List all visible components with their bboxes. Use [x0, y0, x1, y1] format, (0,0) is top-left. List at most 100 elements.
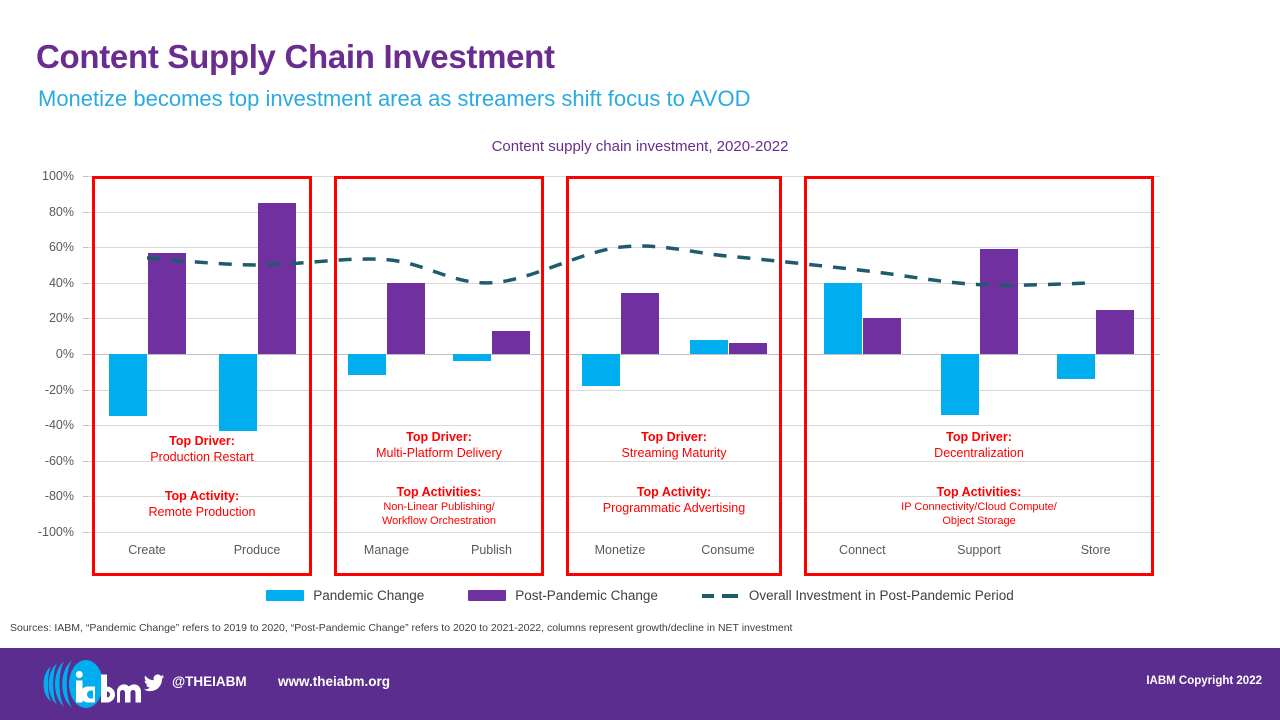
legend-label: Overall Investment in Post-Pandemic Peri… — [748, 588, 1014, 603]
trend-line — [146, 244, 1096, 287]
bar-publish-post-pandemic — [492, 330, 530, 354]
y-axis-tick-label: 80% — [48, 204, 74, 219]
bar-support-post-pandemic — [979, 248, 1018, 354]
legend-item-3[interactable]: Overall Investment in Post-Pandemic Peri… — [701, 588, 1014, 603]
gridline — [88, 389, 1160, 391]
bar-consume-post-pandemic — [728, 343, 767, 354]
gridline — [88, 282, 1160, 284]
gridline — [88, 532, 1160, 533]
y-axis-tick-label: 60% — [48, 240, 74, 255]
callout-spacer — [334, 463, 544, 485]
y-axis-tick — [83, 282, 88, 284]
y-axis-tick — [83, 532, 88, 533]
y-axis-tick — [83, 176, 88, 177]
top-driver-block: Top Driver: Decentralization — [804, 430, 1154, 461]
y-axis-tick — [83, 247, 88, 249]
y-axis-labels: 100% 80% 60% 40% 20% 0% -20% -40% -60% -80% -100% — [0, 168, 80, 540]
top-activity-block: Top Activity: Programmatic Advertising — [566, 485, 782, 516]
bar-store-post-pandemic — [1096, 309, 1135, 354]
top-driver-value: Production Restart — [150, 449, 254, 464]
top-driver-block: Top Driver: Streaming Maturity — [566, 430, 782, 461]
bar-consume-pandemic — [689, 339, 728, 354]
top-driver-block: Top Driver: Multi-Platform Delivery — [334, 430, 544, 461]
bars-layer — [88, 176, 1160, 532]
top-activity-value: Programmatic Advertising — [602, 500, 746, 515]
top-activity-value: Workflow Orchestration — [381, 514, 497, 527]
y-axis-tick — [83, 318, 88, 320]
bar-monetize-post-pandemic — [620, 293, 659, 354]
top-activity-value: Remote Production — [148, 504, 256, 519]
callout-boxes-layer: Top Driver: Production Restart Top Activit… — [88, 176, 1160, 580]
top-driver-value: Streaming Maturity — [621, 445, 727, 460]
legend-item-1[interactable]: Pandemic Change — [266, 588, 424, 603]
website-url[interactable]: www.theiabm.org — [278, 674, 391, 689]
category-label-publish: Publish — [471, 543, 512, 557]
callout-text-3: Top Driver: Streaming Maturity Top Activit… — [566, 430, 782, 519]
twitter-icon[interactable] — [142, 672, 166, 694]
legend-item-2[interactable]: Post-Pandemic Change — [468, 588, 658, 603]
chart-title: Content supply chain investment, 2020-20… — [491, 138, 789, 155]
legend-swatch — [468, 590, 507, 601]
twitter-handle[interactable]: @THEIABM — [172, 674, 247, 689]
bar-create-post-pandemic — [147, 252, 186, 354]
callout-text-2: Top Driver: Multi-Platform Delivery Top Ac… — [334, 430, 544, 530]
y-axis-tick-label: 20% — [48, 311, 74, 326]
category-label-create: Create — [128, 543, 166, 557]
category-label-consume: Consume — [701, 543, 755, 557]
gridline — [88, 460, 1160, 462]
category-label-store: Store — [1080, 543, 1111, 557]
page-subtitle: Monetize becomes top investment area as … — [38, 86, 751, 111]
y-axis-tick-label: 40% — [48, 275, 74, 290]
top-driver-label: Top Driver: — [406, 430, 472, 444]
category-label-connect: Connect — [839, 543, 886, 557]
trend-line-path — [146, 244, 1096, 287]
footer-bar: @THEIABM www.theiabm.org IABM Copyright … — [0, 648, 1280, 720]
bar-monetize-pandemic — [581, 354, 620, 387]
top-activity-block: Top Activities: IP Connectivity/Cloud Com… — [804, 485, 1154, 528]
callout-spacer — [566, 463, 782, 485]
top-activity-label: Top Activities: — [936, 485, 1022, 500]
top-activity-label: Top Activities: — [396, 485, 482, 500]
top-activity-value: IP Connectivity/Cloud Compute/ — [901, 500, 1057, 513]
top-driver-label: Top Driver: — [169, 434, 235, 448]
top-activity-label: Top Activity: — [164, 489, 240, 504]
bar-produce-post-pandemic — [257, 202, 296, 354]
y-axis-tick-label: -20% — [44, 382, 74, 397]
category-label-support: Support — [957, 543, 1001, 557]
y-axis-tick — [83, 425, 88, 427]
top-driver-value: Multi-Platform Delivery — [376, 445, 502, 460]
gridline — [88, 496, 1160, 498]
gridline — [88, 211, 1160, 213]
top-activity-block: Top Activities: Non-Linear Publishing/Wor… — [334, 485, 544, 528]
bar-create-pandemic — [108, 354, 147, 417]
zero-line — [88, 354, 1160, 355]
chart-legend: Pandemic Change Post-Pandemic Change Overa… — [0, 588, 1280, 603]
bar-store-pandemic — [1057, 354, 1096, 379]
y-axis-tick-label: 0% — [55, 347, 74, 361]
page-title: Content Supply Chain Investment — [36, 38, 555, 75]
y-axis-tick-label: -100% — [37, 525, 74, 539]
category-label-manage: Manage — [363, 543, 410, 557]
bar-support-pandemic — [940, 354, 979, 415]
legend-label: Post-Pandemic Change — [515, 588, 658, 603]
y-axis-tick — [83, 389, 88, 391]
callout-spacer — [804, 463, 1154, 485]
callout-spacer — [92, 467, 312, 489]
y-axis-tick-label: -40% — [44, 418, 74, 433]
y-axis-tick — [83, 496, 88, 498]
top-driver-value: Decentralization — [934, 445, 1024, 460]
top-activity-block: Top Activity: Remote Production — [92, 489, 312, 520]
top-driver-label: Top Driver: — [946, 430, 1012, 444]
y-axis-tick — [83, 211, 88, 213]
legend-dashed-line-marker — [701, 590, 740, 601]
bar-produce-pandemic — [218, 354, 257, 431]
chart-plot-area — [83, 176, 1160, 533]
callout-text-4: Top Driver: Decentralization Top Activitie… — [804, 430, 1154, 530]
top-activity-value: Object Storage — [942, 514, 1016, 527]
bar-publish-pandemic — [453, 354, 491, 362]
callout-text-1: Top Driver: Production Restart Top Activit… — [92, 434, 312, 523]
iabm-logo — [43, 660, 142, 708]
bar-manage-post-pandemic — [387, 282, 425, 354]
y-axis-tick-label: -80% — [44, 489, 74, 504]
